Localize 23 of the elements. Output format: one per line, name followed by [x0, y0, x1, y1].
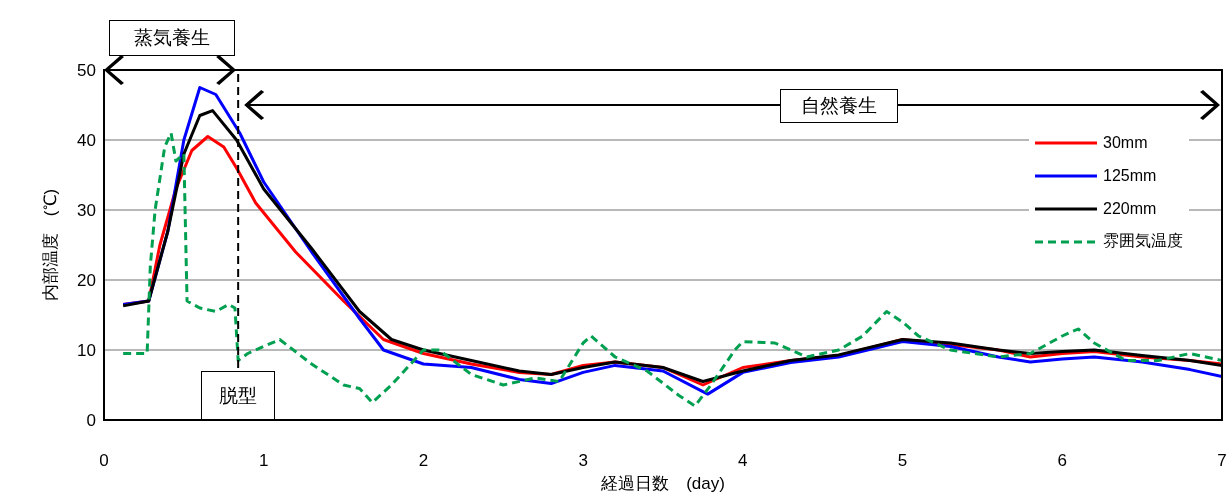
- x-axis-title: 経過日数 (day): [600, 474, 725, 493]
- x-tick-label: 7: [1217, 451, 1227, 471]
- legend-label: 220mm: [1103, 199, 1157, 218]
- legend-label: 30mm: [1103, 133, 1148, 152]
- x-tick-label: 5: [897, 451, 908, 471]
- x-tick-label: 0: [99, 451, 109, 471]
- annotation: 自然養生: [780, 89, 898, 123]
- y-tick-label: 40: [77, 131, 96, 151]
- x-tick-label: 3: [578, 451, 588, 471]
- x-tick-label: 2: [418, 451, 429, 471]
- y-tick-label: 0: [86, 411, 96, 431]
- legend-label: 雰囲気温度: [1103, 231, 1183, 251]
- y-tick-label: 20: [77, 271, 96, 291]
- y-tick-label: 30: [77, 201, 96, 221]
- x-tick-label: 4: [738, 451, 748, 471]
- text: 蒸気養生: [109, 20, 236, 56]
- y-axis-title: 内部温度 (℃): [41, 188, 61, 302]
- legend-label: 125mm: [1103, 166, 1157, 185]
- y-tick-label: 50: [77, 61, 96, 81]
- ref-line-label: 脱型: [201, 371, 276, 420]
- x-tick-label: 1: [258, 451, 269, 471]
- y-tick-label: 10: [77, 341, 96, 361]
- x-tick-label: 6: [1057, 451, 1068, 471]
